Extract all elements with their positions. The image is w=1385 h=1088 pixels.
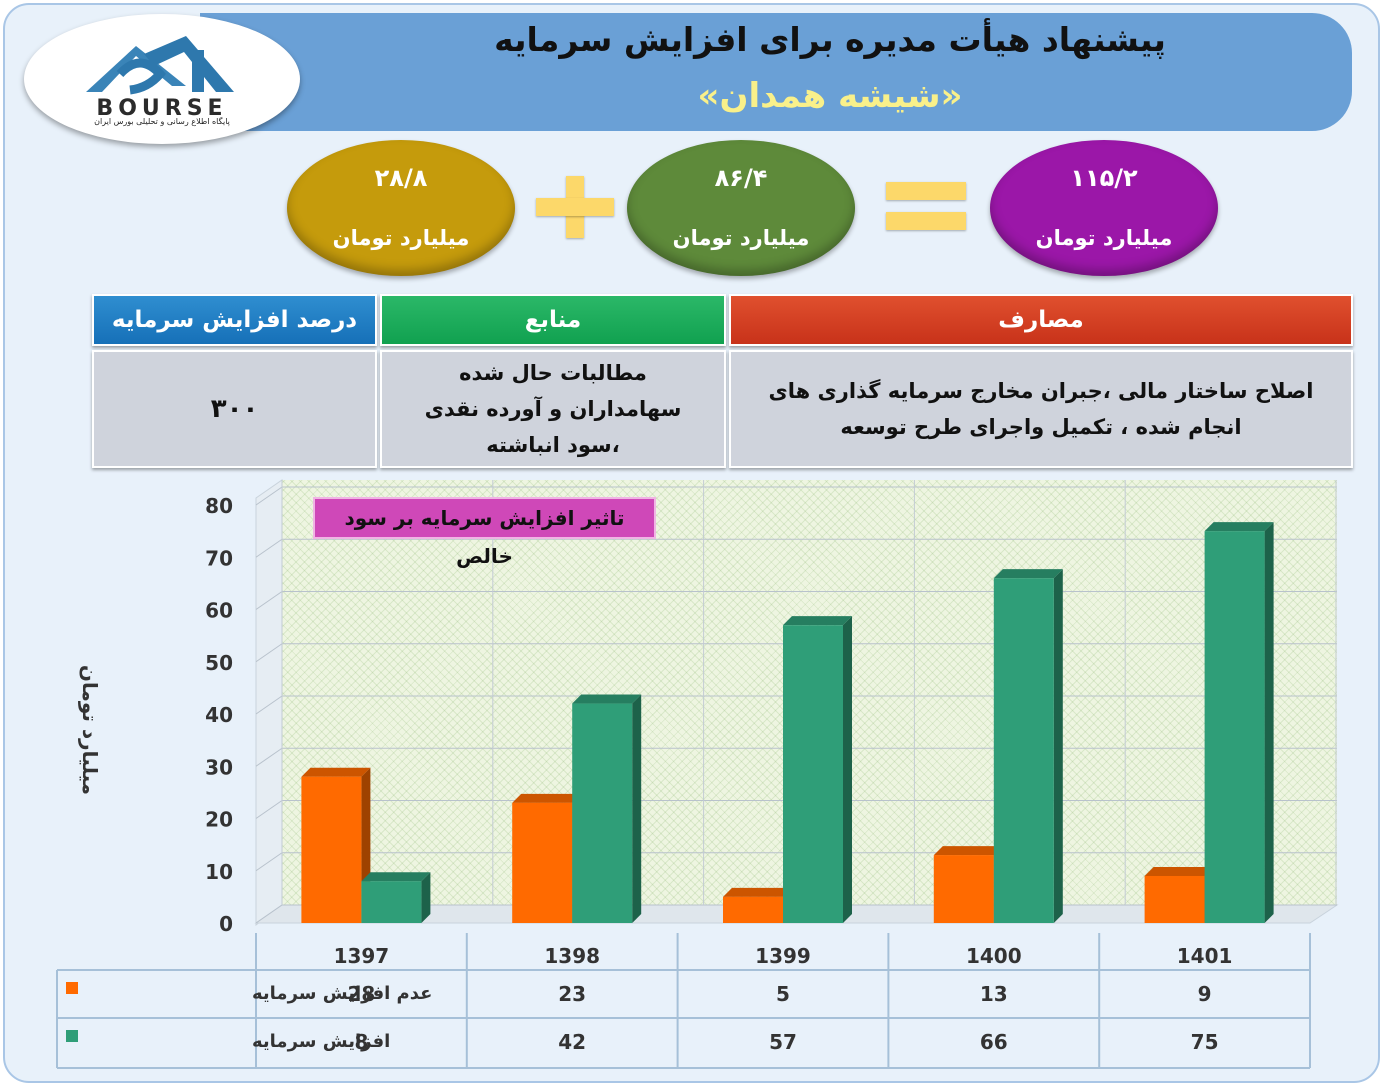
equals-icon-bar bbox=[886, 212, 966, 230]
gridline-side bbox=[255, 591, 283, 610]
data-label: 57 bbox=[769, 1030, 797, 1054]
part-a-unit: میلیارد تومان bbox=[672, 226, 810, 250]
gridline-side bbox=[255, 904, 283, 924]
bar bbox=[301, 776, 362, 923]
y-tick-label: 30 bbox=[205, 755, 233, 779]
gridline-side bbox=[255, 486, 283, 506]
y-tick-label: 50 bbox=[205, 651, 233, 675]
bar bbox=[572, 703, 633, 923]
bar-top bbox=[1204, 522, 1274, 532]
x-tick-label: 1401 bbox=[1177, 944, 1233, 968]
y-tick-label: 40 bbox=[205, 703, 233, 727]
data-label: 66 bbox=[980, 1030, 1008, 1054]
gridline-side bbox=[255, 747, 283, 767]
bar bbox=[361, 881, 422, 923]
header-sources: منابع bbox=[380, 294, 726, 346]
bar-top bbox=[783, 616, 852, 626]
data-label: 42 bbox=[558, 1030, 586, 1054]
equals-icon bbox=[886, 182, 966, 200]
total-oval: ۱۱۵/۲ میلیارد تومان bbox=[990, 140, 1218, 276]
expenses-value: اصلاح ساختار مالی ،جبران مخارج سرمایه گذ… bbox=[729, 350, 1353, 468]
data-label: 28 bbox=[347, 982, 375, 1006]
part-b-unit: میلیارد تومان bbox=[332, 226, 470, 250]
y-tick-label: 20 bbox=[205, 808, 233, 832]
bar-top bbox=[1144, 866, 1214, 876]
bar bbox=[512, 802, 573, 923]
part-b-value: ۲۸/۸ bbox=[374, 164, 428, 192]
bar bbox=[783, 625, 843, 923]
legend-label: عدم افزایش سرمایه bbox=[252, 983, 432, 1004]
part-b-oval: ۲۸/۸ میلیارد تومان bbox=[287, 140, 515, 276]
y-tick-label: 70 bbox=[205, 546, 233, 570]
bar-side bbox=[632, 694, 642, 923]
data-label: 5 bbox=[776, 982, 790, 1006]
logo-wordmark: BOURSE bbox=[96, 96, 228, 121]
bar-top bbox=[993, 569, 1063, 579]
gridline-side bbox=[255, 852, 283, 872]
bar-side bbox=[1053, 569, 1063, 923]
x-tick-label: 1399 bbox=[755, 944, 811, 968]
legend-swatch bbox=[66, 982, 78, 994]
chart-title: تاثیر افزایش سرمایه بر سود خالص bbox=[313, 497, 656, 568]
gridline-side bbox=[255, 695, 283, 715]
company-name: «شیشه همدان» bbox=[697, 76, 963, 116]
data-label: 8 bbox=[354, 1030, 368, 1054]
legend-label: افزایش سرمایه bbox=[252, 1031, 390, 1052]
bar bbox=[933, 855, 994, 923]
x-tick-label: 1398 bbox=[544, 944, 600, 968]
data-label: 23 bbox=[558, 982, 586, 1006]
bar-side bbox=[421, 872, 431, 923]
gridline-side bbox=[255, 643, 283, 663]
plus-icon-bar bbox=[536, 198, 614, 216]
total-unit: میلیارد تومان bbox=[1035, 226, 1173, 250]
legend-swatch bbox=[66, 1030, 78, 1042]
data-label: 9 bbox=[1198, 982, 1212, 1006]
bar bbox=[993, 578, 1054, 923]
bar bbox=[1204, 531, 1265, 923]
bar-top bbox=[361, 872, 431, 882]
gridline-side bbox=[255, 800, 283, 819]
title-band bbox=[200, 13, 1352, 131]
bar-top bbox=[512, 793, 582, 803]
sources-value: مطالبات حال شده سهامداران و آورده نقدی ،… bbox=[380, 350, 726, 468]
bar-side bbox=[843, 616, 852, 923]
y-tick-label: 60 bbox=[205, 599, 233, 623]
x-tick-label: 1400 bbox=[966, 944, 1022, 968]
bar bbox=[1144, 875, 1205, 923]
logo-tagline: پایگاه اطلاع رسانی و تحلیلی بورس ایران bbox=[94, 117, 230, 126]
page-title: پیشنهاد هیأت مدیره برای افزایش سرمایه bbox=[494, 20, 1166, 59]
bar bbox=[723, 896, 783, 923]
header-percent: درصد افزایش سرمایه bbox=[92, 294, 377, 346]
bar-top bbox=[572, 694, 642, 704]
header-expenses: مصارف bbox=[729, 294, 1353, 346]
total-value: ۱۱۵/۲ bbox=[1070, 164, 1138, 192]
bar-top bbox=[301, 767, 371, 777]
y-tick-label: 80 bbox=[205, 494, 233, 518]
y-tick-label: 0 bbox=[219, 912, 233, 936]
x-tick-label: 1397 bbox=[334, 944, 390, 968]
y-tick-label: 10 bbox=[205, 860, 233, 884]
gridline-side bbox=[255, 538, 283, 558]
logo-mark-icon bbox=[86, 36, 234, 95]
bar-top bbox=[723, 887, 792, 897]
part-a-value: ۸۶/۴ bbox=[714, 164, 768, 192]
part-a-oval: ۸۶/۴ میلیارد تومان bbox=[627, 140, 855, 276]
percent-value: ۳۰۰ bbox=[92, 350, 377, 468]
side-wall bbox=[255, 479, 283, 927]
bar-side bbox=[1264, 522, 1274, 923]
bar-top bbox=[933, 846, 1003, 856]
data-label: 13 bbox=[980, 982, 1008, 1006]
bourse24-logo bbox=[24, 14, 300, 144]
data-label: 75 bbox=[1191, 1030, 1219, 1054]
